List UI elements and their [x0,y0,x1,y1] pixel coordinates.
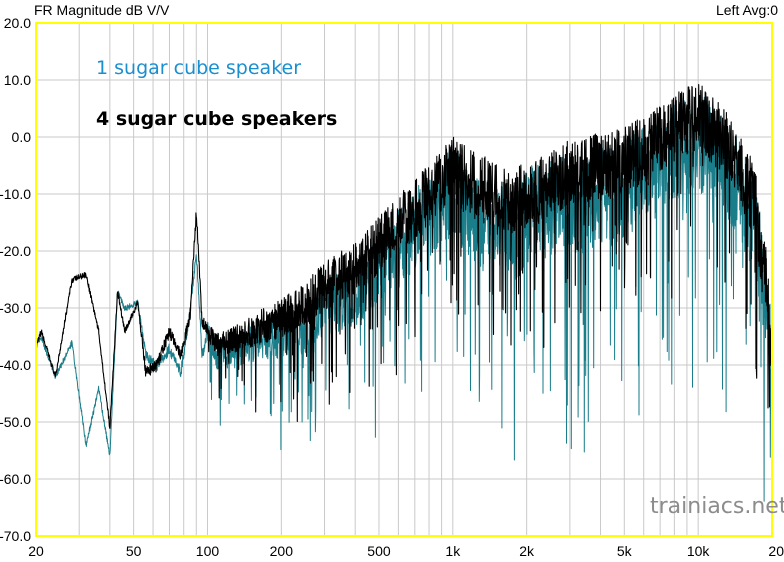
watermark: trainiacs.net [650,494,784,519]
x-tick-label: 10k [687,543,711,559]
y-tick-label: -40.0 [0,357,31,373]
y-tick-label: -60.0 [0,471,31,487]
y-tick-label: -20.0 [0,243,31,259]
y-tick-label: -70.0 [0,528,31,544]
y-tick-label: -50.0 [0,414,31,430]
axes: 20.0 10.0 0.0 -10.0 -20.0 -30.0 -40.0 -50.0 -60.… [0,15,784,559]
x-tick-label: 5k [617,543,633,559]
x-tick-label: 2k [519,543,535,559]
legend-1-sugar-cube-speaker: 1 sugar cube speaker [96,57,301,79]
plot-area [36,23,772,536]
x-tick-label: 200 [270,543,294,559]
x-tick-label: 50 [126,543,142,559]
y-tick-label: 10.0 [4,72,31,88]
x-tick-label: 20 [28,543,44,559]
y-tick-label: -30.0 [0,300,31,316]
y-tick-label: 0.0 [12,129,32,145]
legend-4-sugar-cube-speakers: 4 sugar cube speakers [96,108,337,130]
channel-status: Left Avg:0 [716,2,778,18]
x-tick-label: 100 [196,543,220,559]
grid [35,22,773,537]
x-tick-label: 500 [367,543,391,559]
x-tick-label: 20 [768,543,784,559]
series-4-sugar-cube-speakers [35,83,773,429]
chart-title: FR Magnitude dB V/V [34,2,170,18]
y-tick-label: 20.0 [4,15,31,31]
y-tick-label: -10.0 [0,186,31,202]
plot-border [35,22,773,537]
series-layer [35,83,773,502]
x-tick-label: 1k [445,543,461,559]
